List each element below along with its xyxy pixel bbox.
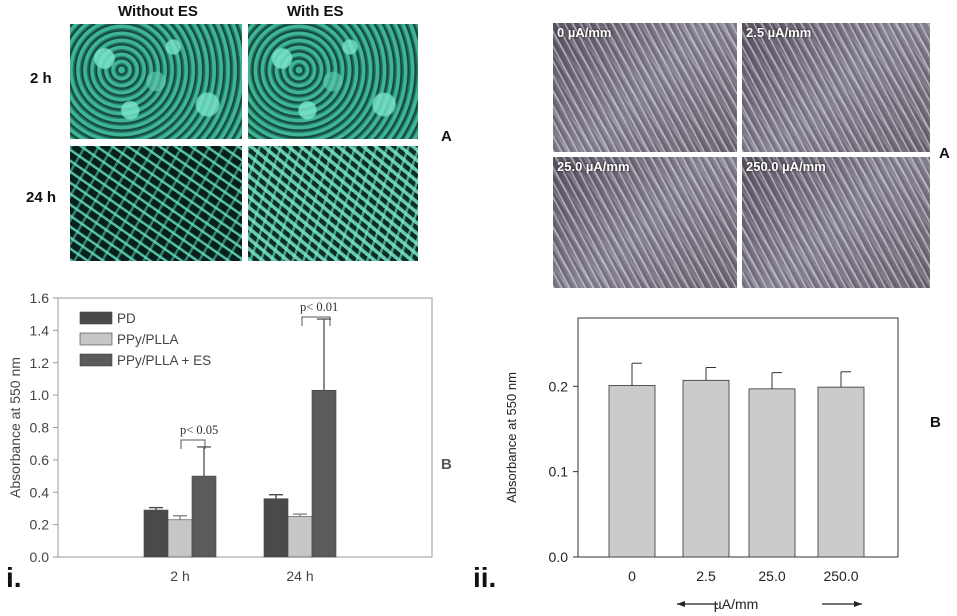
panel-ii-letter-a: A	[939, 145, 950, 162]
bar	[143, 509, 169, 558]
y-tick-label: 0.2	[30, 517, 50, 533]
bar	[167, 519, 193, 558]
x-arrowhead-right	[854, 601, 862, 607]
panel-i-letter-b: B	[441, 456, 452, 473]
x-tick-label: 0	[628, 568, 636, 584]
micrograph-with-es-24h	[248, 146, 418, 261]
bar	[608, 385, 656, 558]
bar	[191, 475, 217, 558]
row-label-24h: 24 h	[26, 189, 57, 206]
significance-bracket	[301, 316, 331, 326]
y-tick-label: 0.2	[549, 378, 569, 394]
x-tick-label: 2.5	[696, 568, 716, 584]
panel-i-letter-a: A	[441, 128, 452, 145]
x-axis-label: µA/mm	[714, 596, 759, 612]
x-tick-label: 2 h	[170, 568, 189, 584]
y-axis-label: Absorbance at 550 nm	[504, 372, 519, 503]
legend-swatch	[79, 353, 113, 367]
significance-label: p< 0.01	[300, 300, 338, 314]
bar	[748, 388, 796, 558]
plot-frame	[57, 297, 433, 558]
micrograph-without-es-2h	[70, 24, 242, 139]
micrograph-250: 250.0 µA/mm	[742, 157, 930, 288]
micrograph-label-250: 250.0 µA/mm	[746, 159, 826, 174]
x-tick-label: 24 h	[286, 568, 313, 584]
chart-i: 0.0 0.2 0.4 0.6 0.8 1.0 1.2 1.4 1.6 Absorbance at…	[7, 290, 433, 584]
significance-bracket	[180, 439, 206, 449]
legend-label: PD	[117, 311, 136, 326]
y-tick-label: 0.4	[30, 484, 50, 500]
y-tick-label: 0.1	[549, 464, 569, 480]
x-tick-label: 25.0	[758, 568, 785, 584]
y-axis-label: Absorbance at 550 nm	[7, 357, 23, 498]
y-tick-label: 1.6	[30, 290, 50, 306]
y-tick-label: 1.0	[30, 387, 50, 403]
bar	[817, 386, 865, 558]
y-tick-label: 0.6	[30, 452, 50, 468]
micrograph-25: 25.0 µA/mm	[553, 157, 737, 288]
plot-frame	[577, 317, 899, 558]
legend-label: PPy/PLLA	[117, 332, 179, 347]
x-arrowhead-left	[677, 601, 685, 607]
bar	[311, 389, 337, 558]
x-tick-label: 250.0	[823, 568, 858, 584]
micrograph-label-2-5: 2.5 µA/mm	[746, 25, 812, 40]
micrograph-2-5: 2.5 µA/mm	[742, 23, 930, 152]
micrograph-label-25: 25.0 µA/mm	[557, 159, 630, 174]
significance-label: p< 0.05	[180, 423, 218, 437]
row-label-2h: 2 h	[30, 70, 52, 87]
bar	[287, 516, 313, 558]
y-tick-label: 1.2	[30, 355, 50, 371]
micrograph-without-es-24h	[70, 146, 242, 261]
legend-swatch	[79, 332, 113, 346]
micrograph-0: 0 µA/mm	[553, 23, 737, 152]
legend-label: PPy/PLLA + ES	[117, 353, 211, 368]
panel-i-roman: i.	[6, 562, 22, 593]
col-label-with-es: With ES	[287, 3, 344, 20]
panel-ii-roman: ii.	[473, 562, 497, 593]
y-tick-label: 0.0	[549, 549, 569, 565]
bar	[263, 498, 289, 558]
micrograph-with-es-2h	[248, 24, 418, 139]
y-tick-label: 0.0	[30, 549, 50, 565]
y-tick-label: 0.8	[30, 420, 50, 436]
bar	[682, 379, 730, 558]
col-label-without-es: Without ES	[118, 3, 198, 20]
legend-swatch	[79, 311, 113, 325]
micrograph-label-0: 0 µA/mm	[557, 25, 612, 40]
panel-ii-letter-b: B	[930, 414, 941, 431]
y-tick-label: 1.4	[30, 322, 50, 338]
chart-ii: 0.0 0.1 0.2 Absorbance at 550 nm 0 2.5 25.0 250…	[504, 317, 899, 612]
